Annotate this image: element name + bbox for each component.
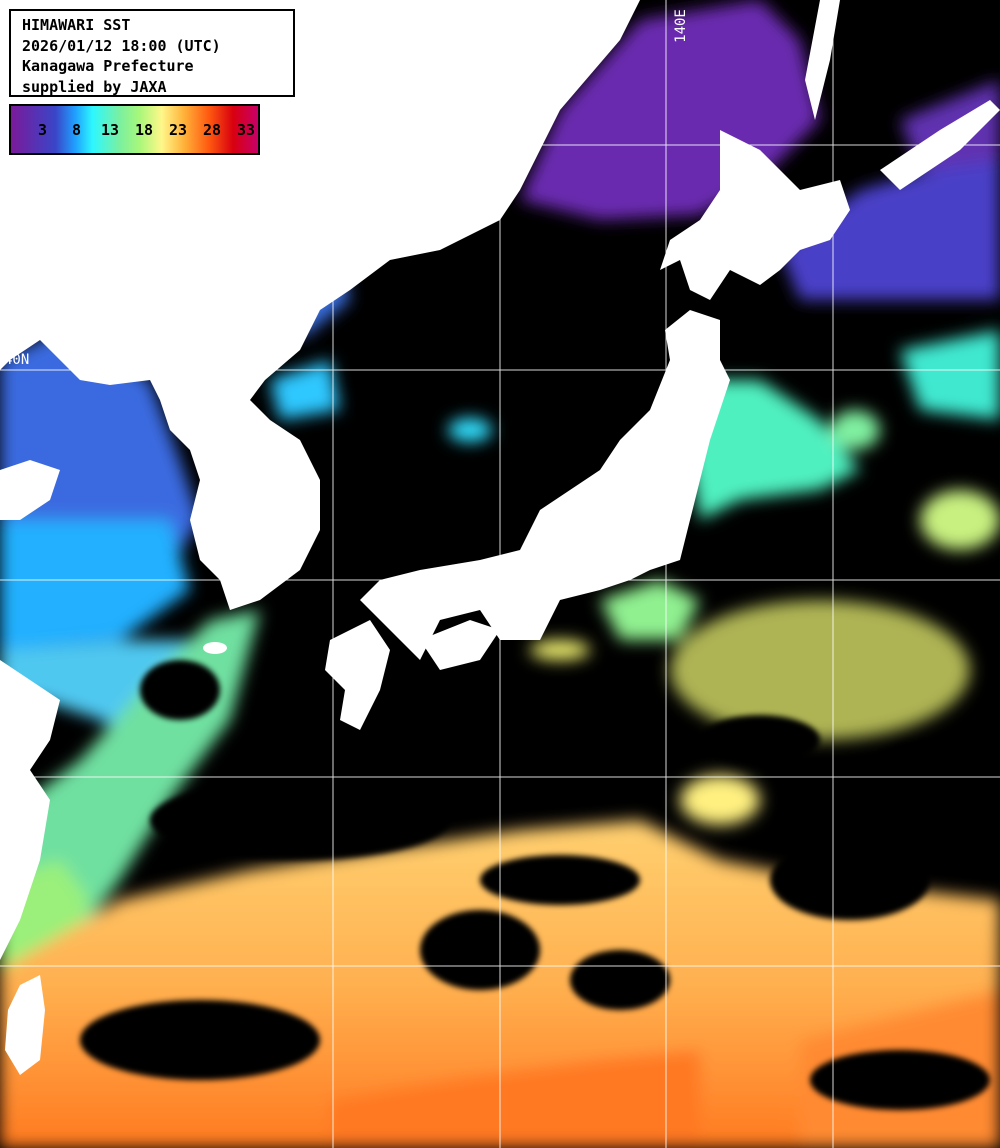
cloud-masks — [80, 660, 1000, 1110]
legend-tick: 33 — [237, 121, 256, 139]
hokkaido — [660, 130, 850, 300]
legend-tick: 23 — [169, 121, 188, 139]
kyushu — [325, 620, 390, 730]
jeju-island — [203, 642, 227, 654]
data-credit: supplied by JAXA — [22, 77, 167, 96]
honshu — [360, 310, 730, 660]
latitude-label-40n: 40N — [4, 352, 30, 368]
shikoku — [420, 620, 500, 670]
color-scale-legend: 3 8 13 18 23 28 33 — [9, 104, 260, 155]
liaodong-shandong — [0, 460, 60, 520]
china-coast — [0, 660, 60, 960]
title-box: HIMAWARI SST 2026/01/12 18:00 (UTC) Kana… — [9, 9, 295, 97]
legend-tick: 8 — [72, 121, 82, 139]
legend-tick: 18 — [135, 121, 154, 139]
observation-datetime: 2026/01/12 18:00 (UTC) — [22, 36, 221, 55]
latitude-label-30n: 30N — [4, 759, 30, 775]
sakhalin — [805, 0, 840, 120]
legend-tick: 3 — [38, 121, 48, 139]
product-title: HIMAWARI SST — [22, 16, 131, 34]
legend-tick: 13 — [101, 121, 120, 139]
longitude-label-140e: 140E — [672, 9, 689, 43]
taiwan — [5, 975, 45, 1075]
organization: Kanagawa Prefecture — [22, 57, 194, 75]
legend-tick: 28 — [203, 121, 222, 139]
